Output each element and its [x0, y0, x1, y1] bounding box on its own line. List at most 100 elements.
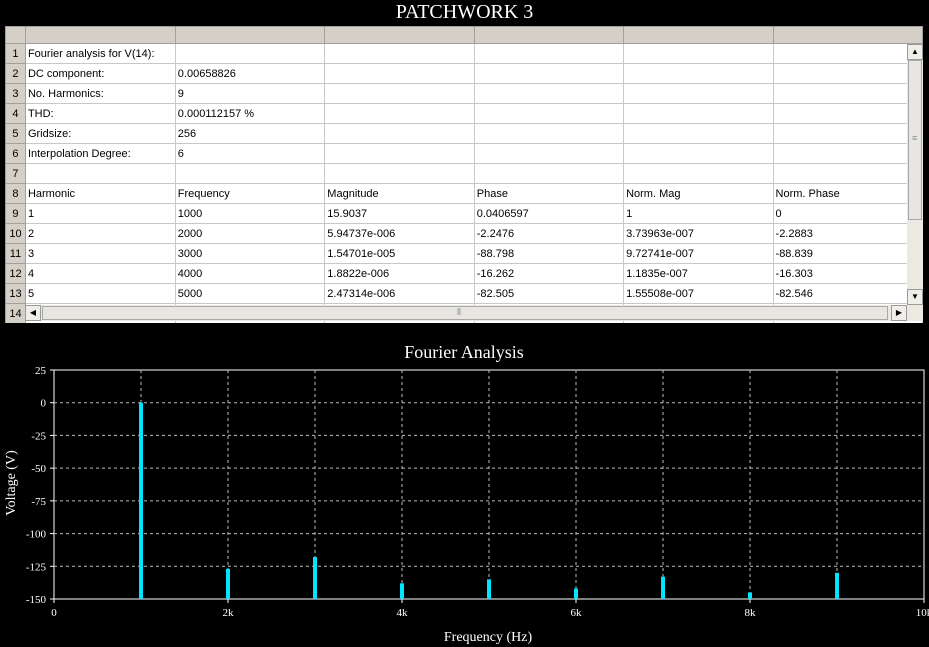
table-cell[interactable]: Interpolation Degree:	[24, 143, 176, 164]
table-cell[interactable]: 2000	[174, 223, 326, 244]
table-row[interactable]: 6 Interpolation Degree: 6	[5, 143, 923, 164]
table-cell[interactable]: -88.798	[473, 243, 625, 264]
table-cell[interactable]: -82.546	[772, 283, 923, 304]
row-number[interactable]: 4	[5, 103, 26, 124]
table-cell[interactable]: THD:	[24, 103, 176, 124]
table-cell[interactable]: -2.2476	[473, 223, 625, 244]
corner-cell[interactable]	[5, 26, 26, 44]
table-row[interactable]: 12 4 4000 1.8822e-006 -16.262 1.1835e-007 -16.…	[5, 263, 923, 284]
table-cell[interactable]: 1	[623, 203, 774, 224]
vertical-scrollbar[interactable]: ▲ ≡ ▼	[907, 44, 923, 305]
table-cell[interactable]: 1.55508e-007	[623, 283, 774, 304]
table-cell[interactable]: 1	[24, 203, 176, 224]
table-cell[interactable]	[324, 63, 475, 84]
table-cell[interactable]: -88.839	[772, 243, 923, 264]
table-cell[interactable]: 1000	[174, 203, 326, 224]
table-row[interactable]: 7	[5, 163, 923, 184]
row-number[interactable]: 14	[5, 303, 26, 323]
table-cell[interactable]: 2.47314e-006	[324, 283, 475, 304]
scroll-down-icon[interactable]: ▼	[907, 289, 923, 305]
table-row[interactable]: 9 1 1000 15.9037 0.0406597 1 0	[5, 203, 923, 224]
table-row[interactable]: 11 3 3000 1.54701e-005 -88.798 9.72741e-007 -8…	[5, 243, 923, 264]
table-cell[interactable]: Magnitude	[324, 183, 475, 204]
column-header[interactable]	[772, 26, 923, 44]
table-cell[interactable]	[473, 143, 625, 164]
table-cell[interactable]: 0.000112157 %	[174, 103, 326, 124]
table-cell[interactable]: No. Harmonics:	[24, 83, 176, 104]
table-cell[interactable]	[623, 123, 774, 144]
table-cell[interactable]: Gridsize:	[24, 123, 176, 144]
table-cell[interactable]	[473, 63, 625, 84]
table-cell[interactable]: Norm. Phase	[772, 183, 923, 204]
table-cell[interactable]: 256	[174, 123, 326, 144]
row-number[interactable]: 7	[5, 163, 26, 184]
table-cell[interactable]: 15.9037	[324, 203, 475, 224]
table-cell[interactable]: 5.94737e-006	[324, 223, 475, 244]
table-cell[interactable]	[623, 43, 774, 64]
table-cell[interactable]: Harmonic	[24, 183, 176, 204]
column-header[interactable]	[174, 26, 326, 44]
table-cell[interactable]: 9.72741e-007	[623, 243, 774, 264]
horizontal-scroll-thumb[interactable]: ⦀	[42, 306, 888, 320]
table-cell[interactable]	[623, 103, 774, 124]
table-cell[interactable]	[473, 163, 625, 184]
row-number[interactable]: 9	[5, 203, 26, 224]
scroll-right-icon[interactable]: ▶	[891, 305, 907, 321]
table-cell[interactable]: -16.303	[772, 263, 923, 284]
column-header[interactable]	[623, 26, 774, 44]
table-row[interactable]: 8 Harmonic Frequency Magnitude Phase Norm. Ma…	[5, 183, 923, 204]
table-cell[interactable]	[623, 163, 774, 184]
horizontal-scrollbar[interactable]: ◀ ⦀ ▶	[25, 305, 923, 321]
table-cell[interactable]	[772, 123, 923, 144]
table-cell[interactable]	[772, 83, 923, 104]
scroll-up-icon[interactable]: ▲	[907, 44, 923, 60]
table-cell[interactable]: 4000	[174, 263, 326, 284]
table-cell[interactable]	[473, 43, 625, 64]
table-row[interactable]: 4 THD: 0.000112157 %	[5, 103, 923, 124]
table-cell[interactable]	[772, 163, 923, 184]
table-cell[interactable]: 0.00658826	[174, 63, 326, 84]
table-cell[interactable]	[772, 43, 923, 64]
table-cell[interactable]	[473, 103, 625, 124]
table-cell[interactable]: 3000	[174, 243, 326, 264]
table-cell[interactable]: 2	[24, 223, 176, 244]
table-cell[interactable]	[24, 163, 176, 184]
table-cell[interactable]	[324, 83, 475, 104]
table-cell[interactable]	[623, 83, 774, 104]
table-cell[interactable]	[324, 123, 475, 144]
table-row[interactable]: 13 5 5000 2.47314e-006 -82.505 1.55508e-007 -8…	[5, 283, 923, 304]
table-cell[interactable]: 1.8822e-006	[324, 263, 475, 284]
table-row[interactable]: 2 DC component: 0.00658826	[5, 63, 923, 84]
table-cell[interactable]	[473, 83, 625, 104]
table-cell[interactable]	[623, 143, 774, 164]
table-cell[interactable]	[324, 103, 475, 124]
table-cell[interactable]: -16.262	[473, 263, 625, 284]
column-header[interactable]	[324, 26, 475, 44]
table-cell[interactable]: 0.0406597	[473, 203, 625, 224]
row-number[interactable]: 1	[5, 43, 26, 64]
table-cell[interactable]: Frequency	[174, 183, 326, 204]
row-number[interactable]: 6	[5, 143, 26, 164]
table-cell[interactable]: 0	[772, 203, 923, 224]
table-cell[interactable]: 9	[174, 83, 326, 104]
table-cell[interactable]: Norm. Mag	[623, 183, 774, 204]
table-cell[interactable]: Phase	[473, 183, 625, 204]
table-cell[interactable]	[174, 163, 326, 184]
row-number[interactable]: 11	[5, 243, 26, 264]
table-cell[interactable]	[324, 43, 475, 64]
vertical-scroll-thumb[interactable]: ≡	[908, 60, 922, 220]
table-cell[interactable]	[324, 163, 475, 184]
results-spreadsheet[interactable]: 1 Fourier analysis for V(14): 2 DC componen…	[5, 26, 923, 323]
row-number[interactable]: 8	[5, 183, 26, 204]
row-number[interactable]: 2	[5, 63, 26, 84]
row-number[interactable]: 3	[5, 83, 26, 104]
table-cell[interactable]: -82.505	[473, 283, 625, 304]
table-cell[interactable]	[473, 123, 625, 144]
table-cell[interactable]	[623, 63, 774, 84]
row-number[interactable]: 10	[5, 223, 26, 244]
table-cell[interactable]	[772, 143, 923, 164]
table-cell[interactable]: 1.1835e-007	[623, 263, 774, 284]
table-cell[interactable]: 1.54701e-005	[324, 243, 475, 264]
row-number[interactable]: 5	[5, 123, 26, 144]
table-cell[interactable]	[772, 63, 923, 84]
